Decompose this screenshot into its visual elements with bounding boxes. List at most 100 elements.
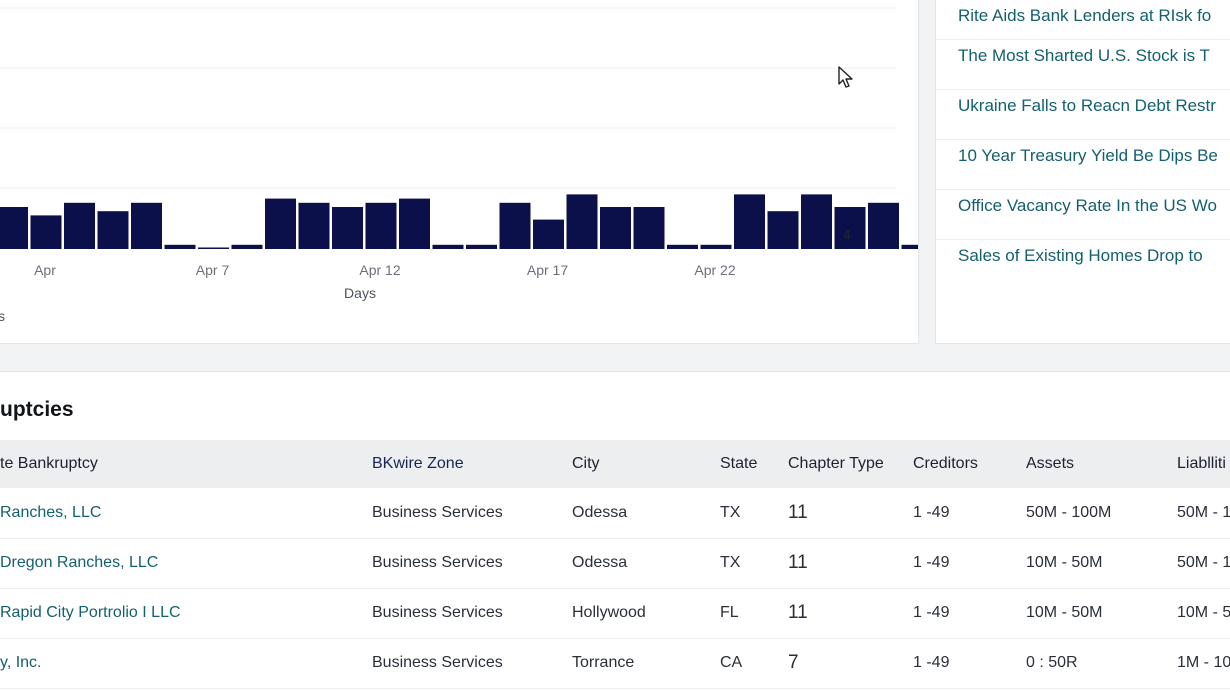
column-header-liabilities[interactable]: Liablliti xyxy=(1177,440,1230,488)
chart-bar[interactable] xyxy=(298,202,330,249)
news-link[interactable]: The Most Sharted U.S. Stock is T xyxy=(958,46,1210,65)
bankruptcies-table: te Bankruptcy BKwire Zone City State Cha… xyxy=(0,440,1230,689)
liabilities-cell: 10M - 5 xyxy=(1177,588,1230,639)
column-header-assets[interactable]: Assets xyxy=(1026,440,1177,488)
company-link[interactable]: Dregon Ranches, LLC xyxy=(0,554,159,571)
liabilities-cell: 1M - 10 xyxy=(1177,638,1230,689)
column-header-zone[interactable]: BKwire Zone xyxy=(372,440,572,488)
news-link[interactable]: 10 Year Treasury Yield Be Dips Be xyxy=(958,146,1218,165)
chart-bar[interactable] xyxy=(633,207,665,249)
creditors-cell: 1 -49 xyxy=(913,588,1026,639)
state-cell: TX xyxy=(720,538,788,589)
table-row[interactable]: Ranches, LLC Business Services Odessa TX… xyxy=(0,488,1230,539)
legend-label-fragment: s xyxy=(0,308,5,324)
x-tick-label: Apr 7 xyxy=(196,262,230,278)
chart-bar[interactable] xyxy=(64,202,95,249)
company-link[interactable]: Rapid City Portrolio I LLC xyxy=(0,604,181,621)
chart-bar[interactable] xyxy=(767,211,799,249)
news-item[interactable]: 10 Year Treasury Yield Be Dips Be xyxy=(936,140,1230,190)
x-tick-label: Apr 22 xyxy=(694,262,735,278)
chart-bar[interactable] xyxy=(700,244,732,249)
liabilities-cell: 50M - 1 xyxy=(1177,488,1230,539)
chart-bar[interactable] xyxy=(365,202,397,249)
chart-bar[interactable] xyxy=(533,219,564,249)
column-header-city[interactable]: City xyxy=(572,440,720,488)
table-header-row: te Bankruptcy BKwire Zone City State Cha… xyxy=(0,440,1230,488)
creditors-cell: 1 -49 xyxy=(913,488,1026,539)
city-cell: Odessa xyxy=(572,488,720,539)
x-axis-title: Days xyxy=(344,285,376,301)
chart-bar[interactable] xyxy=(265,198,296,249)
section-divider xyxy=(0,344,1230,372)
x-tick-label: Apr xyxy=(34,262,56,278)
chart-bar[interactable] xyxy=(466,244,497,249)
chart-bar[interactable] xyxy=(801,194,832,249)
table-row[interactable]: y, Inc. Business Services Torrance CA 7 … xyxy=(0,638,1230,689)
zone-cell: Business Services xyxy=(372,638,572,689)
bankruptcies-section: uptcies te Bankruptcy BKwire Zone City S… xyxy=(0,372,1230,691)
chapter-cell: 11 xyxy=(788,488,913,539)
zone-cell: Business Services xyxy=(372,588,572,639)
state-cell: FL xyxy=(720,588,788,639)
chart-bar[interactable] xyxy=(399,198,430,249)
creditors-cell: 1 -49 xyxy=(913,538,1026,589)
chart-bar[interactable] xyxy=(0,207,28,249)
bar-data-label: 4 xyxy=(843,227,851,242)
daily-bankruptcy-bar-chart: Apr Apr 7 Apr 12 Apr 17 Apr 22 Days s 4 xyxy=(0,7,919,324)
news-link[interactable]: Office Vacancy Rate In the US Wo xyxy=(958,196,1217,215)
city-cell: Hollywood xyxy=(572,588,720,639)
chapter-cell: 11 xyxy=(788,538,913,589)
chart-bar[interactable] xyxy=(734,194,765,249)
column-header-chapter-type[interactable]: Chapter Type xyxy=(788,440,913,488)
creditors-cell: 1 -49 xyxy=(913,638,1026,689)
chart-bar[interactable] xyxy=(231,244,263,249)
assets-cell: 0 : 50R xyxy=(1026,638,1177,689)
column-header-bankruptcy[interactable]: te Bankruptcy xyxy=(0,440,372,488)
city-cell: Torrance xyxy=(572,638,720,689)
mouse-cursor-icon xyxy=(838,66,853,88)
section-title: uptcies xyxy=(0,398,74,421)
x-tick-label: Apr 12 xyxy=(359,262,400,278)
zone-cell: Business Services xyxy=(372,488,572,539)
news-item[interactable]: Sales of Existing Homes Drop to xyxy=(936,240,1230,290)
chart-bar[interactable] xyxy=(164,244,196,249)
state-cell: CA xyxy=(720,638,788,689)
chart-bar[interactable] xyxy=(566,194,598,249)
city-cell: Odessa xyxy=(572,538,720,589)
column-header-creditors[interactable]: Creditors xyxy=(913,440,1026,488)
chart-bar[interactable] xyxy=(499,202,531,249)
bankruptcy-chart-card: Apr Apr 7 Apr 12 Apr 17 Apr 22 Days s 4 xyxy=(0,0,919,344)
chart-bar[interactable] xyxy=(901,244,919,249)
chart-bar[interactable] xyxy=(600,207,631,249)
chart-bar[interactable] xyxy=(131,202,162,249)
zone-cell: Business Services xyxy=(372,538,572,589)
chart-bar[interactable] xyxy=(667,244,698,249)
news-headlines-panel: Rite Aids Bank Lenders at RIsk fo The Mo… xyxy=(935,0,1230,344)
company-link[interactable]: Ranches, LLC xyxy=(0,503,102,521)
chart-bar[interactable] xyxy=(30,215,62,249)
table-row[interactable]: Dregon Ranches, LLC Business Services Od… xyxy=(0,538,1230,589)
news-link[interactable]: Ukraine Falls to Reacn Debt Restr xyxy=(958,96,1216,115)
x-axis-ticks: Apr Apr 7 Apr 12 Apr 17 Apr 22 xyxy=(34,262,736,278)
assets-cell: 50M - 100M xyxy=(1026,488,1177,539)
chapter-cell: 7 xyxy=(788,638,913,689)
news-link[interactable]: Sales of Existing Homes Drop to xyxy=(958,246,1203,265)
chapter-cell: 11 xyxy=(788,588,913,639)
assets-cell: 10M - 50M xyxy=(1026,538,1177,589)
chart-bar[interactable] xyxy=(432,244,464,249)
chart-grid xyxy=(0,7,897,189)
chart-bar[interactable] xyxy=(868,202,899,249)
chart-bar[interactable] xyxy=(834,207,866,249)
news-item[interactable]: The Most Sharted U.S. Stock is T xyxy=(936,40,1230,90)
column-header-state[interactable]: State xyxy=(720,440,788,488)
chart-bar[interactable] xyxy=(97,211,129,249)
news-item[interactable]: Ukraine Falls to Reacn Debt Restr xyxy=(936,90,1230,140)
state-cell: TX xyxy=(720,488,788,539)
chart-bar[interactable] xyxy=(332,207,363,249)
news-link[interactable]: Rite Aids Bank Lenders at RIsk fo xyxy=(958,6,1212,25)
news-item[interactable]: Office Vacancy Rate In the US Wo xyxy=(936,190,1230,240)
chart-bar[interactable] xyxy=(198,247,229,250)
table-row[interactable]: Rapid City Portrolio I LLC Business Serv… xyxy=(0,588,1230,639)
company-link[interactable]: y, Inc. xyxy=(0,654,42,671)
news-item[interactable]: Rite Aids Bank Lenders at RIsk fo xyxy=(936,0,1230,40)
